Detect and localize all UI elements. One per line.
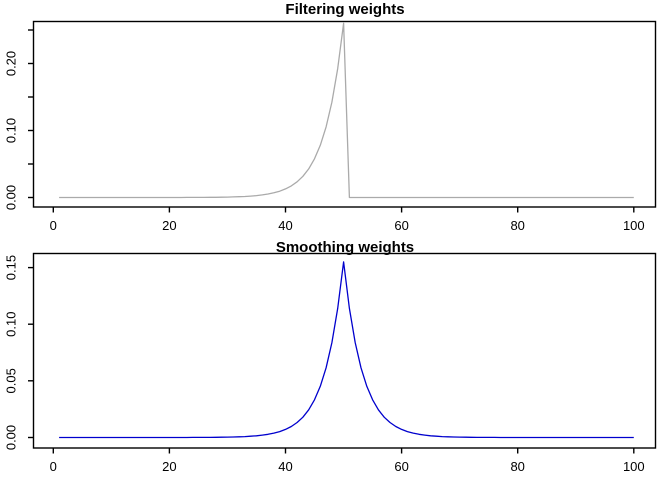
filtering-series-line xyxy=(59,22,634,199)
smoothing-x-tick-label: 20 xyxy=(162,459,176,474)
filtering-y-tick-label: 0.00 xyxy=(4,185,19,210)
filtering-x-tick-label: 20 xyxy=(162,218,176,233)
smoothing-chart-title: Smoothing weights xyxy=(275,239,415,256)
smoothing-x-tick-label: 100 xyxy=(623,459,645,474)
smoothing-x-tick-label: 40 xyxy=(278,459,292,474)
smoothing-weights-chart: 0 20 40 60 80 100 0.00 0.05 0.10 0.15 xyxy=(4,252,657,474)
filtering-chart-title: Filtering weights xyxy=(285,1,405,18)
smoothing-y-tick-label: 0.10 xyxy=(4,312,19,337)
smoothing-series-line xyxy=(59,261,634,439)
filtering-x-tick-label: 0 xyxy=(50,218,57,233)
smoothing-y-tick-label: 0.00 xyxy=(4,425,19,450)
filtering-weights-chart: 0 20 40 60 80 100 0.00 0.10 0.20 xyxy=(4,20,657,233)
filtering-x-tick-label: 60 xyxy=(394,218,408,233)
smoothing-plot-box xyxy=(32,252,657,449)
filtering-plot-box xyxy=(32,20,657,208)
filtering-y-tick-label: 0.20 xyxy=(4,51,19,76)
filtering-y-tick-label: 0.10 xyxy=(4,118,19,143)
smoothing-x-tick-label: 80 xyxy=(510,459,524,474)
filtering-x-tick-label: 80 xyxy=(510,218,524,233)
smoothing-y-tick-label: 0.15 xyxy=(4,255,19,280)
filtering-x-tick-label: 100 xyxy=(623,218,645,233)
smoothing-x-tick-label: 0 xyxy=(50,459,57,474)
filtering-x-tick-label: 40 xyxy=(278,218,292,233)
smoothing-y-tick-label: 0.05 xyxy=(4,368,19,393)
smoothing-x-tick-label: 60 xyxy=(394,459,408,474)
